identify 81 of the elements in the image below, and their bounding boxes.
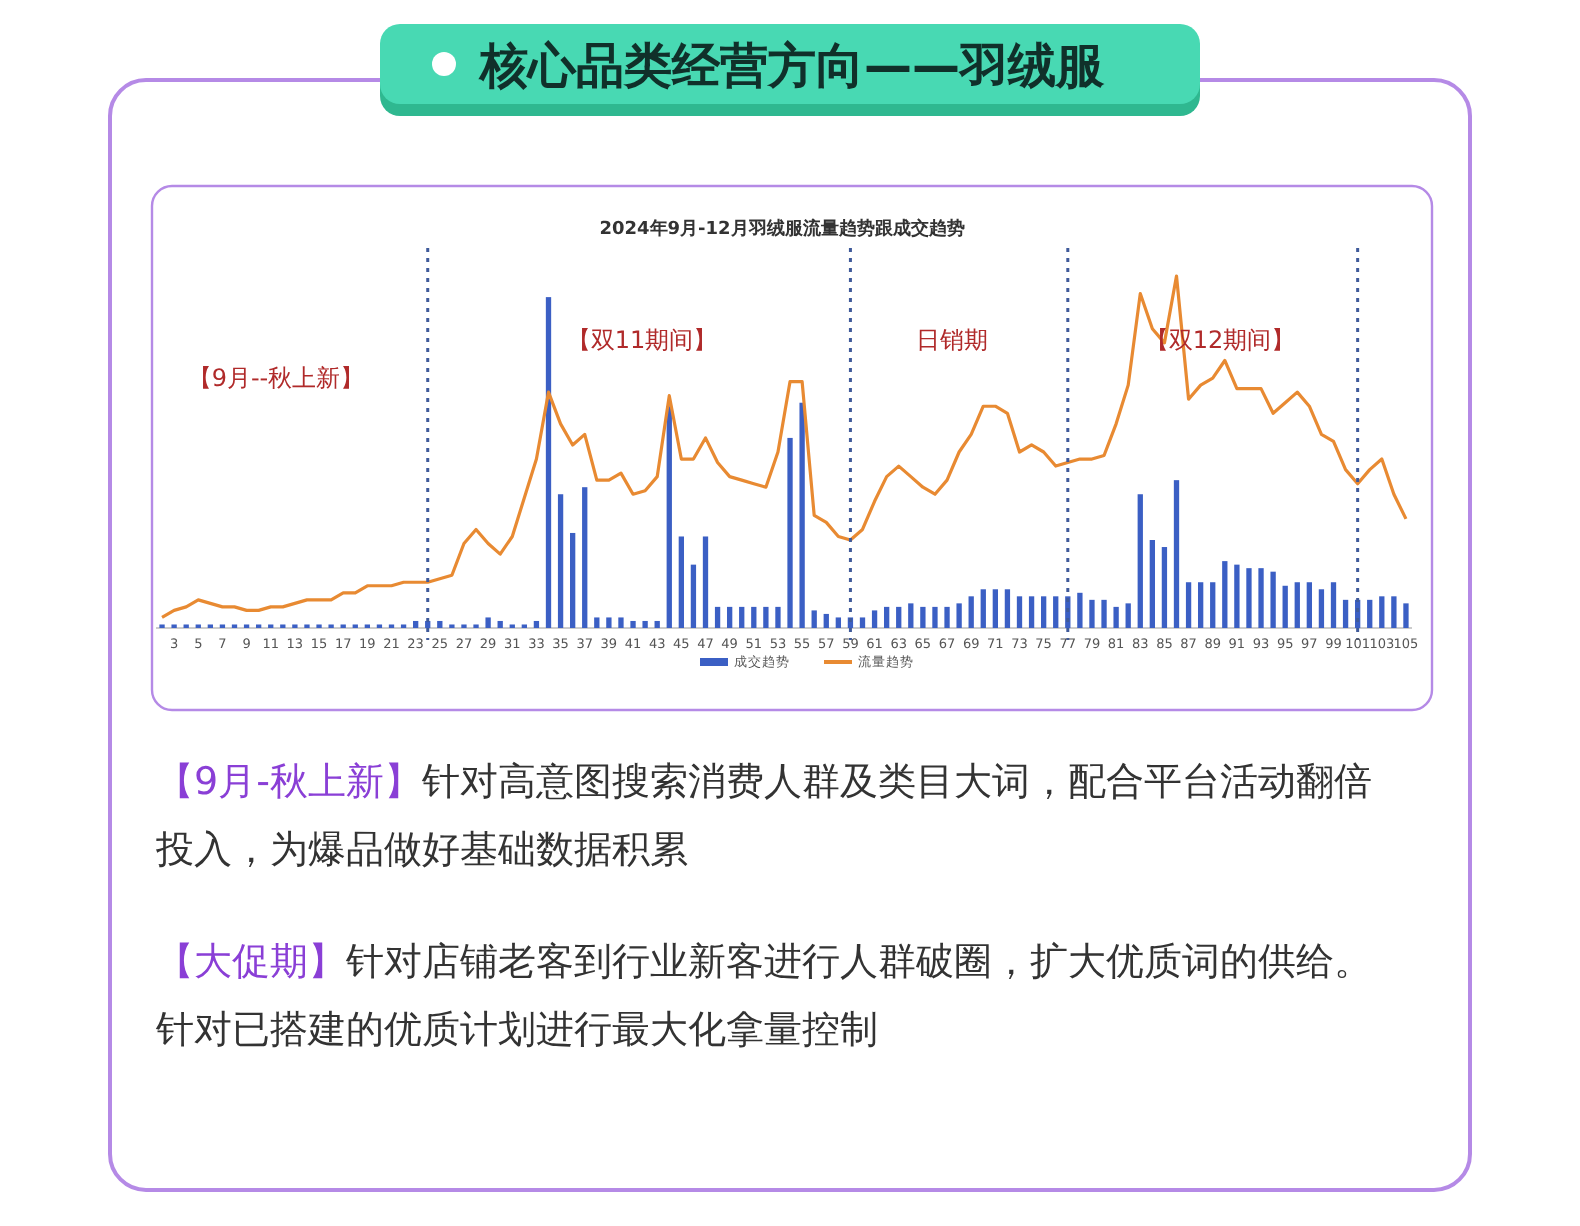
bar xyxy=(1101,599,1107,628)
bar xyxy=(1391,596,1397,628)
bar xyxy=(992,589,998,628)
bar xyxy=(1270,571,1276,628)
bar xyxy=(1125,603,1131,628)
bar xyxy=(1403,603,1409,628)
annotation: 【9月--秋上新】 xyxy=(187,364,365,392)
bar xyxy=(582,487,588,628)
bar xyxy=(932,606,938,628)
bar xyxy=(751,606,757,628)
bar xyxy=(1258,568,1264,628)
bar xyxy=(1222,561,1228,628)
bar xyxy=(437,620,443,628)
bar xyxy=(739,606,745,628)
bar xyxy=(896,606,902,628)
bar xyxy=(666,406,672,628)
bar xyxy=(1113,606,1119,628)
bar xyxy=(702,536,709,628)
bar xyxy=(654,620,660,628)
text: 【9月-秋上新】针对高意图搜索消费人群及类目大词，配合平台活动翻倍投入，为爆品做好基础数据积累 xyxy=(154,760,1372,872)
bar xyxy=(533,620,540,628)
bar xyxy=(1173,480,1180,628)
bar xyxy=(1137,494,1143,628)
bar xyxy=(557,494,564,628)
bar xyxy=(1234,564,1240,628)
text: 【大促期】针对店铺老客到行业新客进行人群破圈，扩大优质词的供给。针对已搭建的优质计划进行最大化拿量控制 xyxy=(154,940,1372,1052)
bar xyxy=(618,617,624,628)
bar xyxy=(1004,589,1011,628)
bar xyxy=(871,610,878,628)
bar xyxy=(787,437,793,628)
bar xyxy=(1028,596,1035,628)
bar xyxy=(835,617,841,628)
bar xyxy=(1077,592,1083,628)
bar xyxy=(413,620,419,628)
bar xyxy=(1041,596,1047,628)
bar xyxy=(980,589,986,628)
bar xyxy=(1342,599,1349,628)
bar xyxy=(678,536,684,628)
bar xyxy=(594,617,600,628)
bar xyxy=(570,532,576,628)
bar xyxy=(497,620,503,628)
bar xyxy=(811,610,817,628)
bar xyxy=(1185,582,1192,628)
bar xyxy=(1053,596,1059,628)
bar xyxy=(775,606,781,628)
annotation: 日销期 xyxy=(916,326,988,354)
bar xyxy=(944,606,950,628)
bar xyxy=(545,297,552,628)
bar xyxy=(920,606,926,628)
bar xyxy=(859,617,866,628)
bar xyxy=(1149,540,1155,628)
bar xyxy=(1161,547,1168,628)
chart-title: 核心品类经营方向——羽绒服 xyxy=(478,38,1106,94)
bar xyxy=(1210,582,1216,628)
bar xyxy=(1306,582,1312,628)
bar xyxy=(714,606,721,628)
bar xyxy=(968,596,974,628)
bar xyxy=(1282,585,1288,628)
bar xyxy=(956,603,962,628)
bar xyxy=(1367,599,1373,628)
bar xyxy=(799,402,805,628)
bar xyxy=(1246,568,1252,628)
bar xyxy=(823,613,829,628)
bar xyxy=(606,617,612,628)
bar xyxy=(727,606,733,628)
bar xyxy=(1089,599,1095,628)
bar xyxy=(690,564,697,628)
bar xyxy=(1198,582,1204,628)
bar xyxy=(630,620,636,628)
bar xyxy=(1294,582,1300,628)
annotation: 【双11期间】 xyxy=(566,326,718,354)
bar xyxy=(642,620,648,628)
bar xyxy=(763,606,769,628)
bar xyxy=(1318,589,1325,628)
chart-subtitle: 2024年9月-12月羽绒服流量趋势跟成交趋势 xyxy=(599,218,965,240)
bar xyxy=(1330,582,1337,628)
bar xyxy=(908,603,914,628)
bar xyxy=(1016,596,1023,628)
bar xyxy=(884,606,890,628)
bar xyxy=(1379,596,1385,628)
bar xyxy=(485,617,491,628)
